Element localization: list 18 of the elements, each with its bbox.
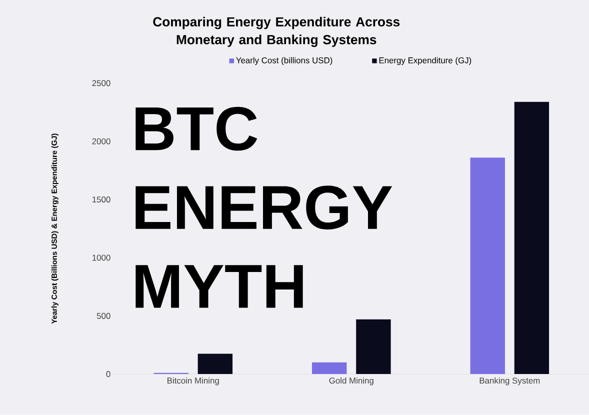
y-tick-label: 2000: [92, 138, 110, 144]
x-tick-label: Banking System: [480, 377, 540, 386]
y-tick-label: 1000: [92, 254, 110, 261]
bar: [198, 354, 233, 374]
y-tick-label: 2500: [92, 80, 110, 86]
y-tick-label: 1500: [92, 196, 110, 203]
legend-label: Energy Expenditure (GJ): [379, 57, 472, 66]
y-tick-label: 0: [106, 371, 110, 378]
bar: [514, 102, 550, 374]
y-tick-label: 500: [96, 312, 110, 319]
chart-title: Comparing Energy Expenditure Across Monetary and Banking Systems: [153, 16, 400, 48]
annotation: BTC ENERGY MYTH: [136, 106, 392, 308]
legend-label: Yearly Cost (billions USD): [236, 57, 332, 66]
x-tick-label: Bitcoin Mining: [168, 377, 219, 386]
bar: [356, 319, 391, 374]
bar: [470, 158, 505, 374]
bar: [312, 362, 347, 374]
x-tick-label: Gold Mining: [329, 377, 374, 386]
